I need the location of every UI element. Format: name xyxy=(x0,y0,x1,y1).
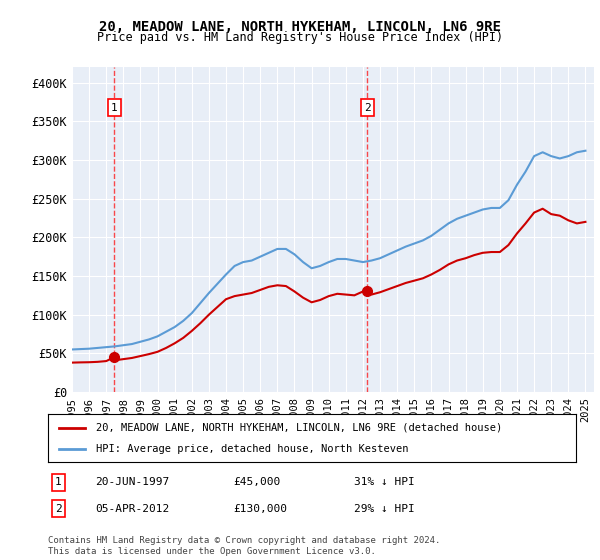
Text: 20-JUN-1997: 20-JUN-1997 xyxy=(95,477,170,487)
Text: £130,000: £130,000 xyxy=(233,504,287,514)
Text: Price paid vs. HM Land Registry's House Price Index (HPI): Price paid vs. HM Land Registry's House … xyxy=(97,31,503,44)
Text: 1: 1 xyxy=(55,477,62,487)
Text: £45,000: £45,000 xyxy=(233,477,280,487)
Text: 31% ↓ HPI: 31% ↓ HPI xyxy=(354,477,415,487)
Text: 29% ↓ HPI: 29% ↓ HPI xyxy=(354,504,415,514)
Text: HPI: Average price, detached house, North Kesteven: HPI: Average price, detached house, Nort… xyxy=(95,444,408,454)
Text: 20, MEADOW LANE, NORTH HYKEHAM, LINCOLN, LN6 9RE: 20, MEADOW LANE, NORTH HYKEHAM, LINCOLN,… xyxy=(99,20,501,34)
Text: 1: 1 xyxy=(111,103,118,113)
Text: 2: 2 xyxy=(364,103,371,113)
Text: Contains HM Land Registry data © Crown copyright and database right 2024.
This d: Contains HM Land Registry data © Crown c… xyxy=(48,536,440,556)
Text: 20, MEADOW LANE, NORTH HYKEHAM, LINCOLN, LN6 9RE (detached house): 20, MEADOW LANE, NORTH HYKEHAM, LINCOLN,… xyxy=(95,423,502,433)
Text: 2: 2 xyxy=(55,504,62,514)
Text: 05-APR-2012: 05-APR-2012 xyxy=(95,504,170,514)
